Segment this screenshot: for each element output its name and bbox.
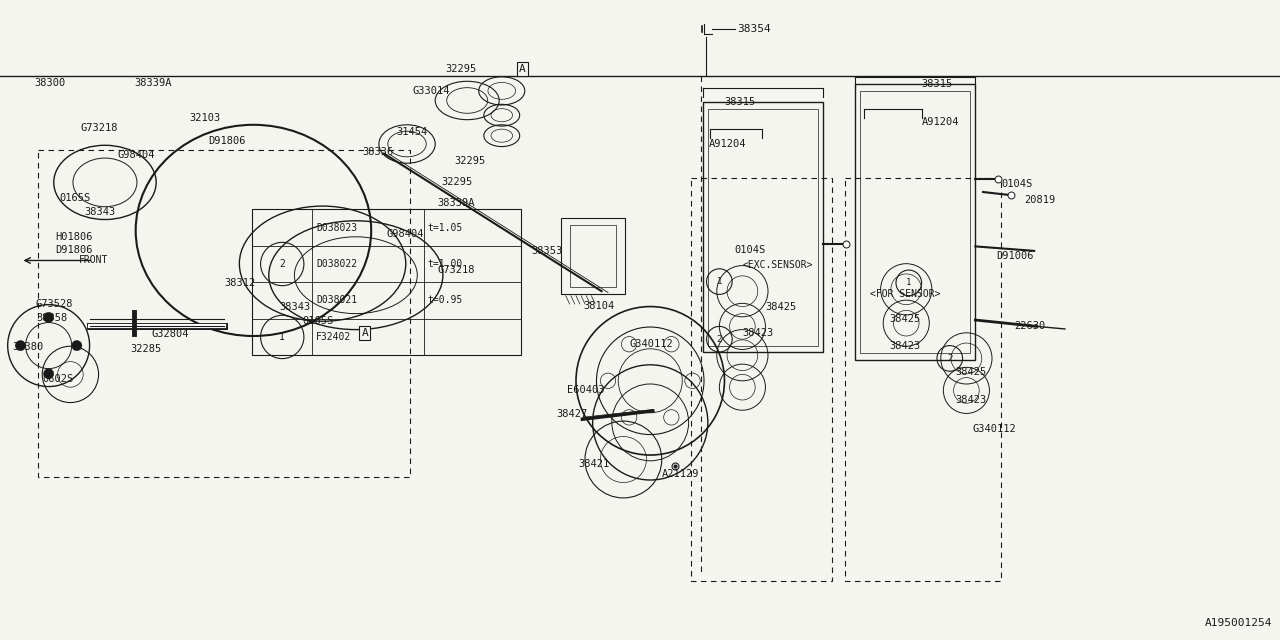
- Text: G340112: G340112: [630, 339, 673, 349]
- Circle shape: [72, 340, 82, 351]
- Text: 38104: 38104: [584, 301, 614, 311]
- Circle shape: [15, 340, 26, 351]
- Bar: [252, 209, 521, 355]
- Bar: [561, 218, 625, 294]
- Text: 1: 1: [906, 278, 911, 287]
- Text: 0104S: 0104S: [735, 244, 765, 255]
- Text: 32285: 32285: [131, 344, 161, 354]
- Text: 2: 2: [947, 354, 952, 363]
- Text: 38423: 38423: [955, 395, 986, 405]
- Text: 38427: 38427: [557, 409, 588, 419]
- Text: t=0.95: t=0.95: [428, 296, 463, 305]
- Text: G340112: G340112: [973, 424, 1016, 434]
- Text: D038023: D038023: [316, 223, 357, 232]
- Text: 38358: 38358: [36, 313, 67, 323]
- Text: 22630: 22630: [1014, 321, 1044, 332]
- Text: 38425: 38425: [955, 367, 986, 378]
- Bar: [855, 84, 975, 360]
- Bar: [860, 91, 970, 353]
- Text: 38343: 38343: [279, 302, 310, 312]
- Circle shape: [44, 369, 54, 379]
- Text: G98404: G98404: [387, 228, 424, 239]
- Bar: [570, 225, 616, 287]
- Text: G33014: G33014: [412, 86, 449, 96]
- Text: 32103: 32103: [189, 113, 220, 124]
- Text: 38380: 38380: [13, 342, 44, 352]
- Text: 38423: 38423: [890, 340, 920, 351]
- Bar: [38, 150, 410, 477]
- Text: D91806: D91806: [209, 136, 246, 146]
- Text: G73528: G73528: [36, 299, 73, 309]
- Bar: [708, 109, 818, 346]
- Bar: [703, 102, 823, 352]
- Text: A21129: A21129: [662, 468, 699, 479]
- Text: D038022: D038022: [316, 259, 357, 269]
- Text: 1: 1: [279, 332, 285, 342]
- Text: t=1.00: t=1.00: [428, 259, 463, 269]
- Text: 32295: 32295: [445, 64, 476, 74]
- Text: 38354: 38354: [737, 24, 771, 34]
- Text: 1: 1: [717, 277, 722, 286]
- Text: 32295: 32295: [454, 156, 485, 166]
- Text: 38425: 38425: [890, 314, 920, 324]
- Text: A195001254: A195001254: [1204, 618, 1272, 628]
- Text: 38421: 38421: [579, 459, 609, 469]
- Bar: [845, 178, 1001, 581]
- Text: A: A: [361, 328, 369, 338]
- Text: 38423: 38423: [742, 328, 773, 338]
- Bar: [691, 178, 832, 581]
- Text: D91806: D91806: [55, 244, 92, 255]
- Text: D038021: D038021: [316, 296, 357, 305]
- Text: G32804: G32804: [151, 329, 188, 339]
- Text: 32295: 32295: [442, 177, 472, 188]
- Text: 38339A: 38339A: [134, 78, 172, 88]
- Text: 38425: 38425: [765, 302, 796, 312]
- Text: 38336: 38336: [362, 147, 393, 157]
- Text: G73218: G73218: [81, 123, 118, 133]
- Text: 38339A: 38339A: [438, 198, 475, 208]
- Text: 0165S: 0165S: [302, 316, 333, 326]
- Text: A91204: A91204: [922, 116, 959, 127]
- Text: 0165S: 0165S: [59, 193, 90, 204]
- Text: 2: 2: [717, 335, 722, 344]
- Text: 2: 2: [279, 259, 285, 269]
- Text: A91204: A91204: [709, 139, 746, 149]
- Text: 0104S: 0104S: [1001, 179, 1032, 189]
- Text: G73218: G73218: [438, 265, 475, 275]
- Text: 38312: 38312: [224, 278, 255, 288]
- Text: <EXC.SENSOR>: <EXC.SENSOR>: [742, 260, 813, 270]
- Text: G98404: G98404: [118, 150, 155, 160]
- Text: <FOR SENSOR>: <FOR SENSOR>: [870, 289, 941, 300]
- Text: 38343: 38343: [84, 207, 115, 218]
- Text: A: A: [518, 64, 526, 74]
- Text: 38300: 38300: [35, 78, 65, 88]
- Text: D91006: D91006: [996, 251, 1033, 261]
- Text: 38315: 38315: [724, 97, 755, 108]
- Text: t=1.05: t=1.05: [428, 223, 463, 232]
- Text: FRONT: FRONT: [79, 255, 109, 266]
- Text: 20819: 20819: [1024, 195, 1055, 205]
- Text: 38315: 38315: [922, 79, 952, 90]
- Text: H01806: H01806: [55, 232, 92, 242]
- Text: E60403: E60403: [567, 385, 604, 396]
- Text: 38353: 38353: [531, 246, 562, 256]
- Text: 0602S: 0602S: [42, 374, 73, 384]
- Text: 31454: 31454: [397, 127, 428, 138]
- Text: F32402: F32402: [316, 332, 352, 342]
- Circle shape: [44, 312, 54, 323]
